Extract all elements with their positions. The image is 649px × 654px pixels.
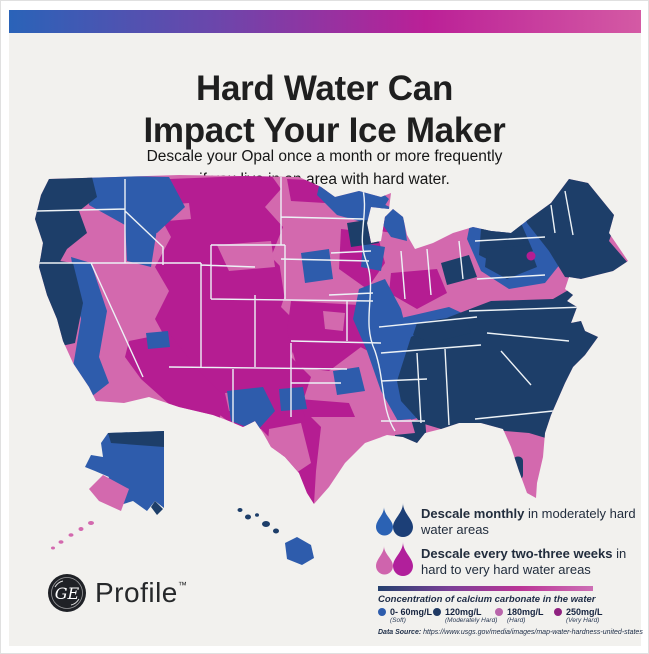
legend: 0- 60mg/L (Soft) 120mg/L (Moderately Har… xyxy=(378,607,618,631)
legend-dot-very-hard xyxy=(554,608,562,616)
legend-dot-hard xyxy=(495,608,503,616)
legend-gradient-bar xyxy=(378,586,593,591)
legend-dot-soft xyxy=(378,608,386,616)
legend-dot-moderately-hard xyxy=(433,608,441,616)
brand-name: Profile™ xyxy=(95,577,187,608)
legend-heading: Concentration of calcium carbonate in th… xyxy=(378,594,596,605)
water-drops-icon-pink xyxy=(376,542,413,576)
map-accent-hard-delta xyxy=(391,419,415,435)
ge-profile-logo: GE Profile™ xyxy=(47,573,267,617)
callout-monthly: Descale monthly in moderately hard water… xyxy=(421,506,636,537)
data-source: Data Source: https://www.usgs.gov/media/… xyxy=(378,629,643,636)
map-accent-very-hard-ny xyxy=(526,251,536,261)
map-hawaii xyxy=(237,508,314,565)
callout-biweekly: Descale every two-three weeks in hard to… xyxy=(421,546,627,577)
state-borders xyxy=(35,177,586,432)
water-drops-icon-blue xyxy=(376,503,413,537)
us-water-hardness-map xyxy=(35,175,628,565)
trademark-symbol: ™ xyxy=(177,580,187,590)
brand-gradient-bar xyxy=(9,10,641,33)
svg-text:GE: GE xyxy=(55,584,80,603)
page-title: Hard Water Can Impact Your Ice Maker xyxy=(143,69,506,151)
ge-monogram-icon: GE xyxy=(48,574,86,612)
map-alaska xyxy=(51,431,164,550)
